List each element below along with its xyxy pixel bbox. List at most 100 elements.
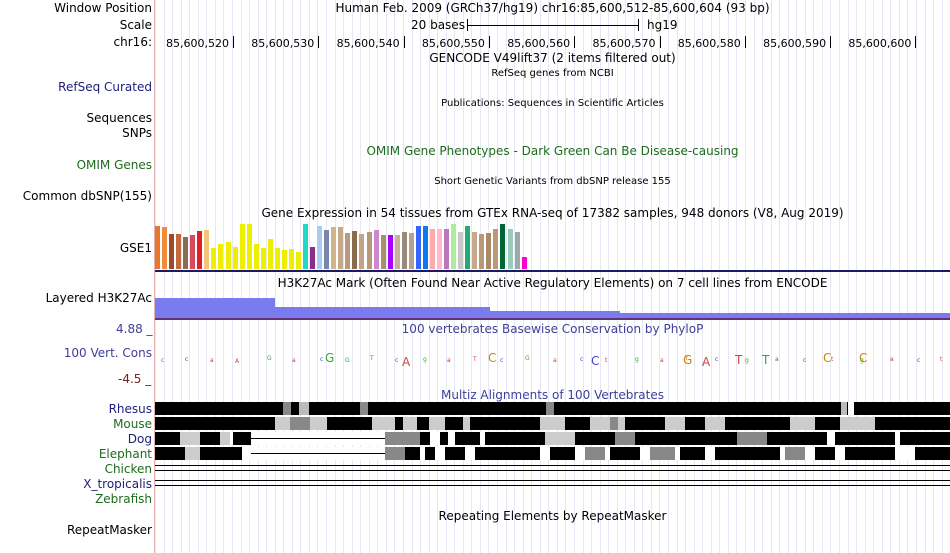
gtex-tissue-bar[interactable] (437, 229, 442, 269)
svg-text:C: C (488, 351, 496, 365)
gtex-tissue-bar[interactable] (479, 234, 485, 269)
svg-text:t: t (940, 356, 943, 363)
ruler-tick-label: 85,600,590 (763, 37, 827, 50)
gtex-tissue-bar[interactable] (345, 233, 351, 269)
gtex-tissue-bar[interactable] (415, 226, 421, 269)
gtex-tissue-bar[interactable] (253, 244, 259, 269)
scale-label: Scale (119, 18, 152, 32)
gtex-tissue-bar[interactable] (317, 226, 323, 269)
refseq-title[interactable]: RefSeq genes from NCBI (491, 68, 614, 79)
window-position-value: Human Feb. 2009 (GRCh37/hg19) chr16:85,6… (335, 1, 770, 15)
window-position-label: Window Position (54, 1, 152, 15)
alignment-row-elephant (155, 447, 950, 460)
omim-label[interactable]: OMIM Genes (76, 158, 152, 172)
ruler-tick-mark (233, 36, 234, 48)
gtex-label[interactable]: GSE1 (119, 241, 152, 255)
gtex-tissue-bar[interactable] (211, 248, 217, 269)
conservation-title[interactable]: 100 vertebrates Basewise Conservation by… (401, 322, 704, 336)
gtex-tissue-bar[interactable] (394, 235, 400, 269)
h3k27ac-signal[interactable] (155, 298, 950, 320)
gtex-tissue-bar[interactable] (472, 232, 478, 269)
gtex-tissue-bar[interactable] (155, 226, 160, 269)
dbsnp-label[interactable]: Common dbSNP(155) (22, 189, 152, 203)
gtex-tissue-bar[interactable] (500, 224, 506, 269)
gtex-tissue-bar[interactable] (232, 247, 238, 269)
refseq-label[interactable]: RefSeq Curated (58, 80, 152, 94)
gtex-tissue-bar[interactable] (486, 233, 492, 269)
gtex-tissue-bar[interactable] (197, 231, 203, 269)
svg-text:T: T (734, 353, 743, 367)
gtex-tissue-bar[interactable] (260, 248, 266, 269)
gtex-tissue-bar[interactable] (303, 224, 309, 269)
gtex-tissue-bar[interactable] (408, 233, 414, 269)
gtex-tissue-bar[interactable] (359, 234, 365, 269)
gtex-tissue-bar[interactable] (422, 226, 428, 269)
gtex-tissue-bar[interactable] (387, 235, 393, 269)
gtex-bar-chart[interactable] (155, 223, 950, 271)
gtex-tissue-bar[interactable] (169, 234, 175, 269)
gtex-tissue-bar[interactable] (204, 230, 210, 269)
gtex-tissue-bar[interactable] (296, 252, 301, 269)
h3k27ac-label[interactable]: Layered H3K27Ac (45, 291, 152, 305)
gtex-tissue-bar[interactable] (352, 231, 358, 269)
alignment-row-x-tropicalis (155, 480, 950, 486)
dbsnp-title[interactable]: Short Genetic Variants from dbSNP releas… (434, 176, 671, 187)
gtex-tissue-bar[interactable] (331, 227, 337, 269)
gtex-tissue-bar[interactable] (274, 248, 280, 269)
species-dog[interactable]: Dog (127, 432, 152, 446)
gtex-tissue-bar[interactable] (281, 250, 287, 269)
publications-title[interactable]: Publications: Sequences in Scientific Ar… (441, 98, 664, 109)
multiz-alignment[interactable] (155, 402, 950, 492)
gtex-tissue-bar[interactable] (401, 232, 407, 269)
species-elephant[interactable]: Elephant (98, 447, 152, 461)
ruler-tick-label: 85,600,540 (336, 37, 400, 50)
gtex-tissue-bar[interactable] (338, 227, 344, 269)
gtex-tissue-bar[interactable] (514, 232, 520, 269)
gtex-tissue-bar[interactable] (507, 229, 513, 269)
gtex-tissue-bar[interactable] (225, 242, 231, 269)
gtex-tissue-bar[interactable] (366, 232, 372, 269)
gtex-tissue-bar[interactable] (218, 244, 224, 269)
species-mouse[interactable]: Mouse (113, 417, 152, 431)
ruler-tick-mark (659, 36, 661, 48)
species-zebrafish[interactable]: Zebrafish (95, 492, 152, 506)
species-rhesus[interactable]: Rhesus (108, 402, 152, 416)
multiz-title[interactable]: Multiz Alignments of 100 Vertebrates (440, 388, 665, 402)
svg-text:c: c (185, 356, 188, 363)
svg-text:C: C (823, 351, 831, 365)
gtex-tissue-bar[interactable] (246, 224, 252, 269)
gtex-tissue-bar[interactable] (373, 230, 379, 269)
species-x-tropicalis[interactable]: X_tropicalis (83, 477, 152, 491)
omim-title[interactable]: OMIM Gene Phenotypes - Dark Green Can Be… (366, 144, 739, 158)
gtex-tissue-bar[interactable] (380, 235, 386, 269)
gtex-tissue-bar[interactable] (162, 227, 168, 269)
snps-label[interactable]: SNPs (122, 126, 152, 140)
conservation-label[interactable]: 100 Vert. Cons (63, 346, 152, 360)
gtex-tissue-bar[interactable] (451, 224, 457, 269)
gtex-tissue-bar[interactable] (493, 229, 499, 269)
gtex-tissue-bar[interactable] (190, 235, 196, 269)
gtex-tissue-bar[interactable] (429, 229, 435, 269)
gtex-tissue-bar[interactable] (324, 230, 330, 269)
gtex-tissue-bar[interactable] (310, 247, 316, 269)
gtex-title[interactable]: Gene Expression in 54 tissues from GTEx … (261, 206, 844, 220)
gtex-tissue-bar[interactable] (183, 237, 189, 269)
svg-text:c: c (580, 356, 583, 363)
species-chicken[interactable]: Chicken (104, 462, 152, 476)
h3k27ac-title[interactable]: H3K27Ac Mark (Often Found Near Active Re… (277, 276, 828, 290)
repeatmasker-title[interactable]: Repeating Elements by RepeatMasker (438, 509, 667, 523)
gtex-tissue-bar[interactable] (267, 239, 273, 269)
gencode-title[interactable]: GENCODE V49lift37 (2 items filtered out) (429, 51, 676, 65)
gtex-tissue-bar[interactable] (458, 232, 464, 269)
gtex-tissue-bar[interactable] (465, 226, 471, 269)
repeatmasker-label[interactable]: RepeatMasker (66, 523, 152, 537)
gtex-tissue-bar[interactable] (288, 249, 294, 269)
gtex-tissue-bar[interactable] (239, 224, 245, 269)
gtex-tissue-bar[interactable] (444, 229, 450, 269)
gtex-tissue-bar[interactable] (521, 257, 527, 269)
gtex-tissue-bar[interactable] (176, 234, 182, 269)
svg-text:c: c (803, 357, 806, 364)
ruler-tick-label: 85,600,570 (592, 37, 656, 50)
sequences-label[interactable]: Sequences (86, 111, 152, 125)
